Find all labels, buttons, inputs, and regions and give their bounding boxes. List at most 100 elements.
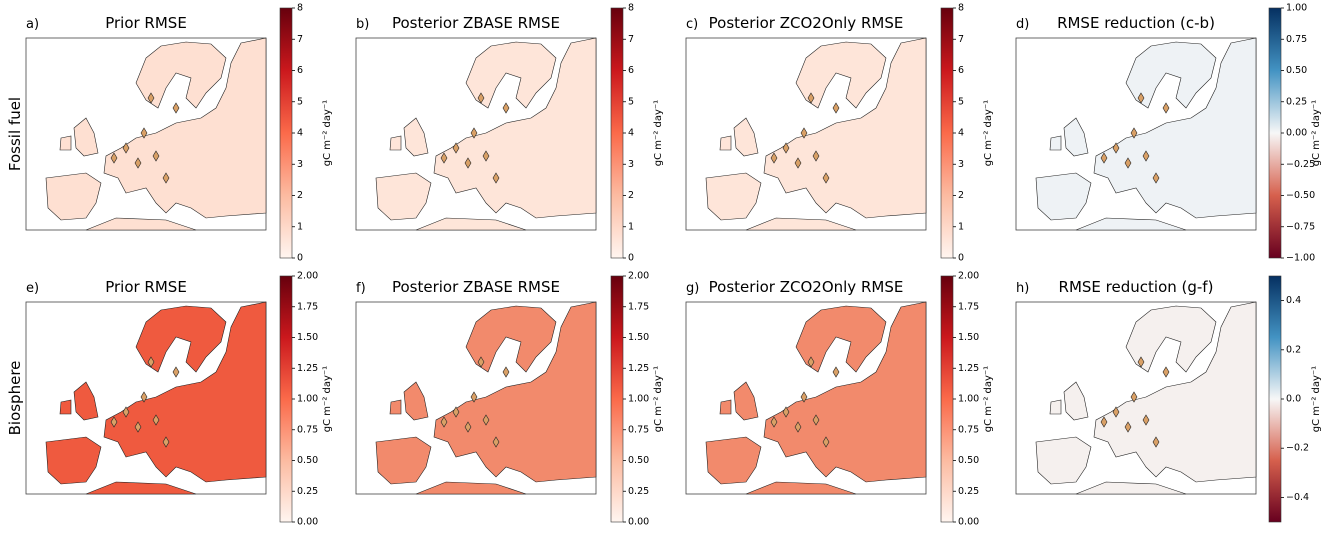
tick-label: 0.25 [297, 486, 318, 497]
tick-label: 1 [958, 221, 964, 232]
station [147, 92, 155, 104]
tick-label: 4 [297, 128, 303, 139]
station [1142, 414, 1150, 426]
tick-label: 6 [958, 65, 964, 76]
station [1124, 421, 1132, 433]
station [832, 366, 840, 378]
tick-label: 0.00 [628, 517, 649, 528]
tick-label: 4 [958, 128, 964, 139]
station [1162, 102, 1170, 114]
station [807, 92, 815, 104]
station [1162, 366, 1170, 378]
tick-label: 0.25 [628, 486, 649, 497]
station [140, 391, 148, 403]
tick-label: 2.00 [297, 271, 318, 282]
tick-label: −0.2 [1286, 443, 1309, 454]
station [502, 102, 510, 114]
station [492, 172, 500, 184]
station [122, 142, 130, 154]
station [822, 172, 830, 184]
station [1152, 172, 1160, 184]
station [162, 172, 170, 184]
panel-title: RMSE reduction (c-b) [1057, 14, 1215, 32]
station [470, 391, 478, 403]
station [794, 421, 802, 433]
tick-label: 2 [958, 190, 964, 201]
tick-label: 0.75 [297, 424, 318, 435]
tick-label: 7 [628, 34, 634, 45]
panel-title: Prior RMSE [105, 278, 187, 296]
colorbar [940, 275, 954, 523]
tick-label: 3 [958, 159, 964, 170]
tick-label: −0.75 [1286, 221, 1315, 232]
station [1142, 150, 1150, 162]
tick-label: 7 [297, 34, 303, 45]
station [110, 416, 118, 428]
station [822, 436, 830, 448]
station [464, 157, 472, 169]
tick-label: 0.00 [1286, 128, 1307, 139]
colorbar [279, 275, 293, 523]
station [152, 414, 160, 426]
tick-label: 1.75 [958, 301, 979, 312]
tick-label: 0.75 [628, 424, 649, 435]
panel-title: Posterior ZCO2Only RMSE [709, 14, 904, 32]
tick-label: 1.50 [628, 332, 649, 343]
station [122, 406, 130, 418]
station [162, 436, 170, 448]
station [440, 416, 448, 428]
station [470, 127, 478, 139]
station [477, 92, 485, 104]
colorbar-label: gC m⁻² day⁻¹ [653, 100, 664, 166]
tick-label: 1.00 [297, 394, 318, 405]
colorbar-label: gC m⁻² day⁻¹ [322, 366, 333, 432]
tick-label: 1 [297, 221, 303, 232]
tick-label: 2.00 [958, 271, 979, 282]
tick-label: 0.75 [1286, 34, 1307, 45]
row-label: Biosphere [6, 361, 24, 436]
station [800, 391, 808, 403]
panel-label: d) [1016, 17, 1029, 32]
station [452, 406, 460, 418]
station [1112, 406, 1120, 418]
station [502, 366, 510, 378]
tick-label: 6 [628, 65, 634, 76]
tick-label: 0.2 [1286, 344, 1301, 355]
station [794, 157, 802, 169]
station [812, 150, 820, 162]
tick-label: 0.4 [1286, 295, 1301, 306]
tick-label: 0.50 [628, 455, 649, 466]
panel-label: g) [686, 281, 699, 296]
station [477, 356, 485, 368]
panel-title: Posterior ZCO2Only RMSE [709, 278, 904, 296]
station [832, 102, 840, 114]
colorbar [279, 7, 293, 259]
tick-label: 1 [628, 221, 634, 232]
tick-label: −1.00 [1286, 253, 1315, 264]
station [152, 150, 160, 162]
tick-label: 2 [628, 190, 634, 201]
tick-label: 0.50 [1286, 65, 1307, 76]
tick-label: 6 [297, 65, 303, 76]
tick-label: 2.00 [628, 271, 649, 282]
panel-title: Prior RMSE [105, 14, 187, 32]
tick-label: 1.50 [958, 332, 979, 343]
tick-label: 8 [628, 3, 634, 14]
colorbar-label: gC m⁻² day⁻¹ [983, 366, 994, 432]
colorbar-label: gC m⁻² day⁻¹ [653, 366, 664, 432]
station [782, 142, 790, 154]
tick-label: 4 [628, 128, 634, 139]
tick-label: 1.25 [297, 363, 318, 374]
tick-label: 1.50 [297, 332, 318, 343]
station [134, 157, 142, 169]
tick-label: 1.75 [628, 301, 649, 312]
tick-label: 0.00 [297, 517, 318, 528]
tick-label: −0.50 [1286, 190, 1315, 201]
station [1152, 436, 1160, 448]
tick-label: 1.00 [1286, 3, 1307, 14]
colorbar [1268, 275, 1282, 523]
tick-label: 3 [297, 159, 303, 170]
panel-label: b) [356, 17, 369, 32]
station [140, 127, 148, 139]
